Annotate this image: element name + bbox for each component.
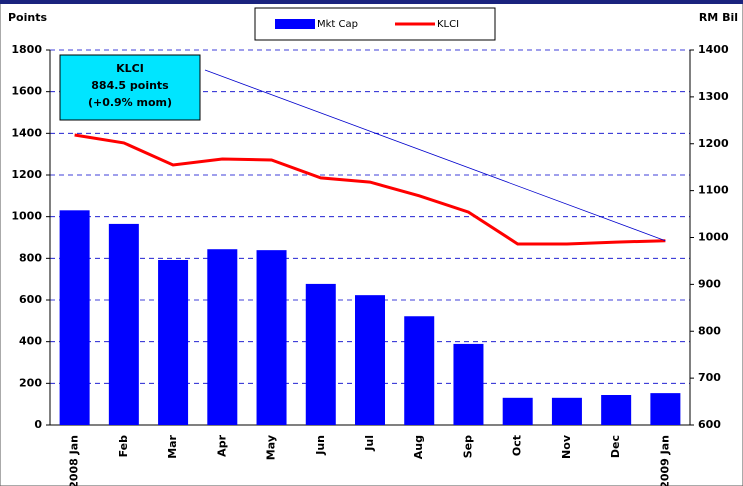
bar xyxy=(305,283,336,425)
legend-label: Mkt Cap xyxy=(317,19,358,30)
y2-tick-label: 700 xyxy=(698,371,721,384)
bar xyxy=(355,295,385,425)
bar xyxy=(601,395,632,425)
bar xyxy=(650,393,681,425)
x-tick-label: Sep xyxy=(461,435,474,458)
annotation-text: (+0.9% mom) xyxy=(88,96,172,109)
bar xyxy=(551,397,582,425)
y2-axis-label: RM Bil xyxy=(699,11,738,24)
x-tick-label: Jul xyxy=(363,435,376,452)
x-tick-label: Apr xyxy=(215,434,228,456)
x-tick-label: 2008 Jan xyxy=(68,435,81,486)
y-tick-label: 1800 xyxy=(11,43,42,56)
y-tick-label: 1400 xyxy=(11,126,42,139)
legend-label: KLCI xyxy=(437,19,459,30)
y2-tick-label: 1300 xyxy=(698,90,729,103)
bar xyxy=(207,249,238,425)
y-tick-label: 600 xyxy=(19,293,42,306)
x-tick-label: Jun xyxy=(314,435,327,456)
y-tick-label: 1600 xyxy=(11,85,42,98)
bar xyxy=(453,343,484,425)
x-tick-label: Aug xyxy=(412,435,425,459)
y2-tick-label: 600 xyxy=(698,418,721,431)
y-tick-label: 1000 xyxy=(11,210,42,223)
x-tick-label: Nov xyxy=(560,434,573,459)
y-tick-label: 200 xyxy=(19,376,42,389)
y2-tick-label: 1200 xyxy=(698,137,729,150)
line xyxy=(74,133,666,246)
x-tick-label: Mar xyxy=(166,434,179,458)
legend-swatch xyxy=(275,19,315,29)
x-tick-label: Oct xyxy=(511,435,524,456)
bar xyxy=(108,223,139,425)
annotation-text: 884.5 points xyxy=(91,79,169,92)
x-tick-label: 2009 Jan xyxy=(658,435,671,486)
annotation-arrow xyxy=(204,69,666,242)
y-axis-label: Points xyxy=(8,11,47,24)
y2-tick-label: 900 xyxy=(698,277,721,290)
y2-tick-label: 1400 xyxy=(698,43,729,56)
annotation-text: KLCI xyxy=(116,62,144,75)
y-tick-label: 800 xyxy=(19,251,42,264)
bar xyxy=(256,250,287,425)
annotation-box xyxy=(59,54,201,121)
bar xyxy=(59,210,90,425)
x-tick-label: Dec xyxy=(609,435,622,458)
bar xyxy=(158,260,189,425)
top-band xyxy=(0,0,743,4)
y-tick-label: 1200 xyxy=(11,168,42,181)
bar xyxy=(502,397,533,425)
y2-tick-label: 800 xyxy=(698,324,721,337)
y-tick-label: 400 xyxy=(19,335,42,348)
y2-tick-label: 1000 xyxy=(698,231,729,244)
y-tick-label: 0 xyxy=(34,418,42,431)
bar xyxy=(404,316,435,425)
x-tick-label: May xyxy=(265,435,278,460)
x-tick-label: Feb xyxy=(117,435,130,458)
y2-tick-label: 1100 xyxy=(698,184,729,197)
